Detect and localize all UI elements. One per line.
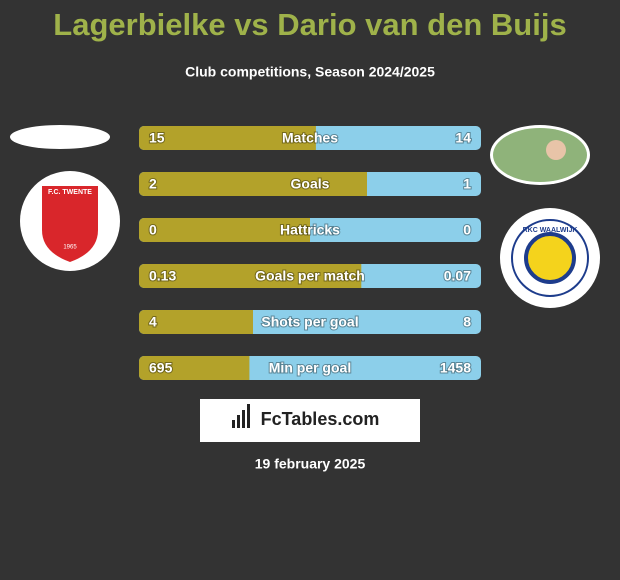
right-value: 0	[463, 222, 471, 238]
left-bar	[139, 356, 250, 380]
brand: FcTables.com	[261, 409, 380, 429]
left-bar	[139, 126, 316, 150]
left-value: 15	[149, 130, 165, 146]
stat-label: Goals per match	[255, 268, 365, 284]
left-player-photo	[10, 125, 110, 149]
stat-label: Hattricks	[280, 222, 340, 238]
right-value: 0.07	[444, 268, 471, 284]
brand-icon	[232, 404, 250, 428]
stat-label: Shots per goal	[261, 314, 358, 330]
left-bar	[139, 264, 362, 288]
left-bar	[139, 310, 253, 334]
title: Lagerbielke vs Dario van den Buijs	[53, 7, 566, 42]
stat-rows: 15 Matches 14 2 Goals 1 0 Hattricks 0 0.13 Goals p…	[139, 126, 481, 380]
left-value: 0	[149, 222, 157, 238]
date: 19 february 2025	[255, 456, 366, 472]
subtitle: Club competitions, Season 2024/2025	[185, 64, 435, 80]
brand-box	[200, 399, 420, 442]
left-bar	[139, 218, 310, 242]
player-head	[546, 140, 566, 160]
left-value: 695	[149, 360, 173, 376]
right-badge-text: RKC WAALWIJK	[523, 227, 578, 234]
right-value: 1458	[440, 360, 471, 376]
left-value: 0.13	[149, 268, 176, 284]
right-value: 1	[463, 176, 471, 192]
right-value: 8	[463, 314, 471, 330]
right-badge-core	[524, 232, 576, 284]
left-value: 2	[149, 176, 157, 192]
left-badge-shield	[42, 186, 98, 262]
left-value: 4	[149, 314, 157, 330]
stat-label: Matches	[282, 130, 338, 146]
left-badge-year: 1965	[63, 245, 77, 251]
left-bar	[139, 172, 367, 196]
right-player-photo	[493, 128, 587, 182]
right-badge-ring	[511, 219, 589, 297]
stat-label: Min per goal	[269, 360, 351, 376]
right-value: 14	[455, 130, 471, 146]
left-badge-text: F.C. TWENTE	[48, 189, 92, 196]
stat-label: Goals	[291, 176, 330, 192]
